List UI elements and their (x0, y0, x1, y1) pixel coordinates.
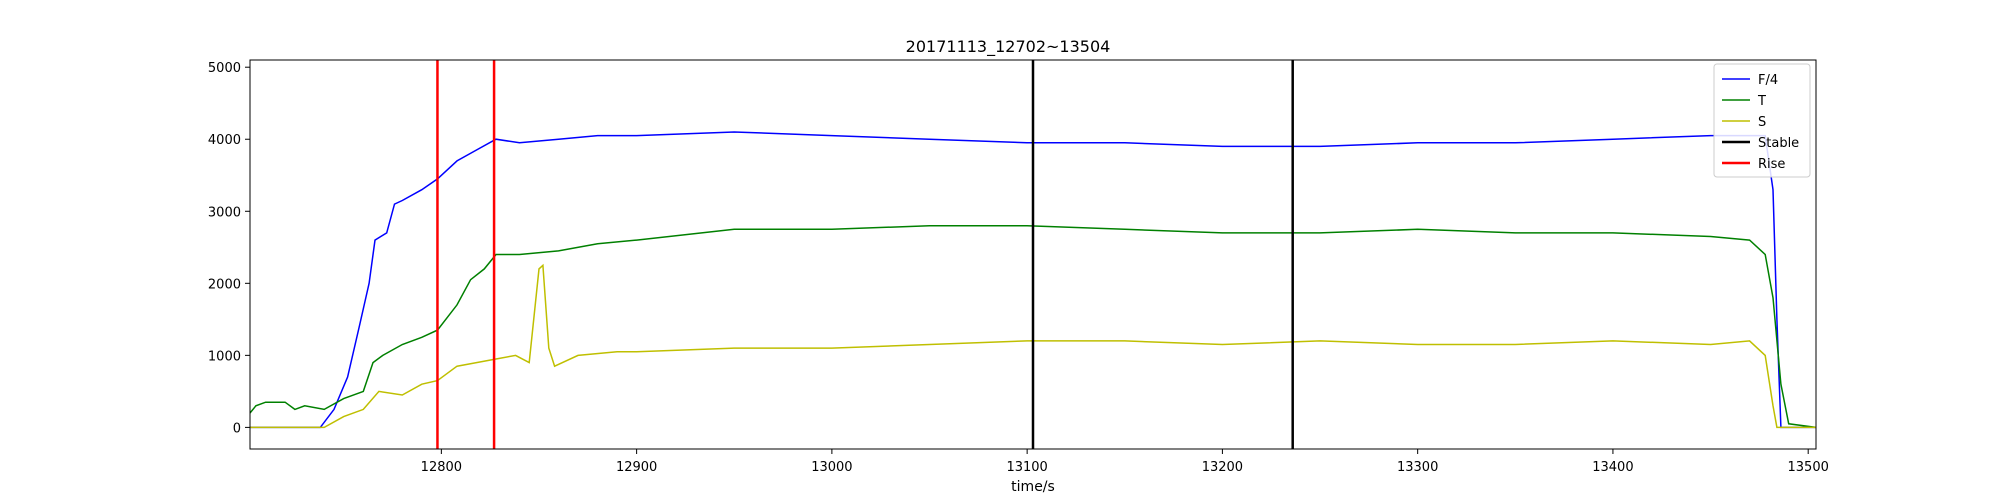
x-axis-label: time/s (1011, 479, 1055, 495)
y-tick-label: 0 (233, 421, 241, 436)
x-tick-label: 12900 (616, 460, 657, 475)
legend-label: F/4 (1758, 73, 1778, 88)
legend: F/4 TS Stable Rise (1713, 63, 1811, 178)
y-tick-label: 3000 (208, 205, 241, 220)
y-tick-label: 1000 (208, 349, 241, 364)
y-axis: 0 1000 2000 3000 4000 5000 (208, 61, 250, 436)
legend-label: S (1758, 115, 1766, 130)
legend-label: Stable (1758, 136, 1799, 151)
x-tick-label: 13000 (811, 460, 852, 475)
y-tick-label: 5000 (208, 61, 241, 76)
series-line-f-4 (250, 131, 1816, 429)
x-tick-label: 13300 (1397, 460, 1438, 475)
series-line-s (250, 263, 1816, 429)
x-tick-label: 13500 (1788, 460, 1829, 475)
y-tick-label: 2000 (208, 277, 241, 292)
chart-title: 20171113_12702~13504 (906, 37, 1111, 57)
legend-label: Rise (1758, 157, 1785, 172)
plot-area (249, 60, 1817, 449)
x-tick-label: 12800 (421, 460, 462, 475)
axes-frame (249, 59, 1817, 450)
y-tick-label: 4000 (208, 133, 241, 148)
x-tick-label: 13100 (1006, 460, 1047, 475)
x-axis: 12800 12900 13000 13100 13200 13300 13400 13500 (421, 449, 1829, 475)
legend-box (1713, 63, 1811, 178)
series-line-t (249, 224, 1817, 429)
x-tick-label: 13200 (1202, 460, 1243, 475)
x-tick-label: 13400 (1592, 460, 1633, 475)
legend-label: T (1757, 94, 1766, 109)
